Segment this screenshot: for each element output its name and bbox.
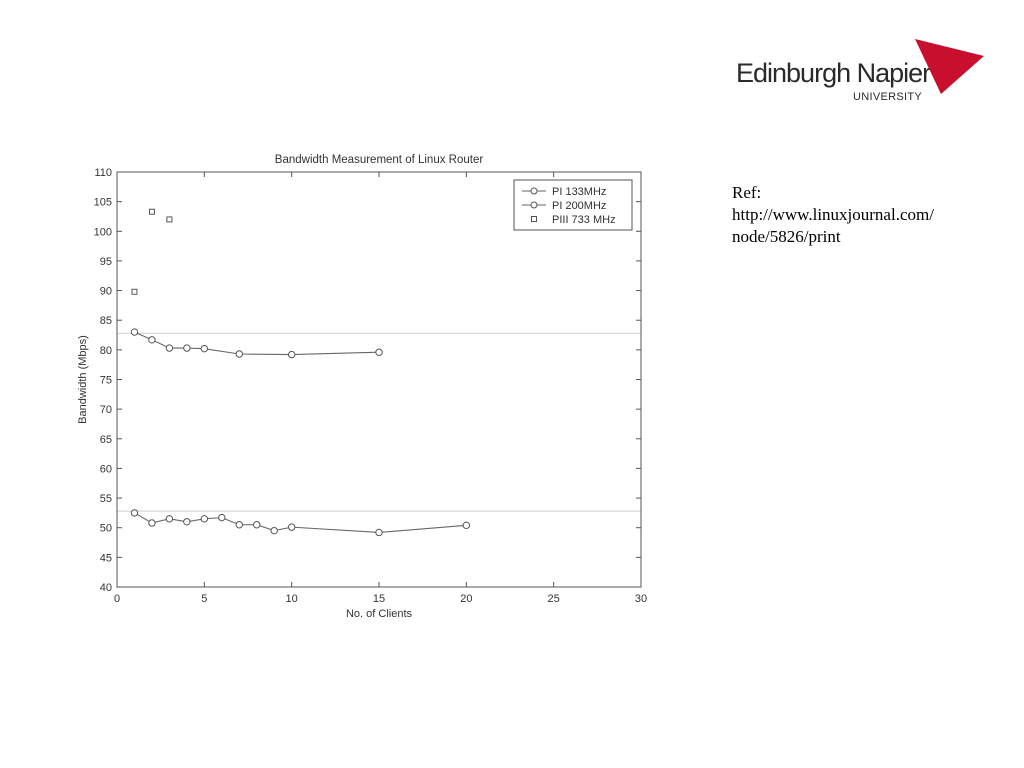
series-1-point xyxy=(130,328,139,336)
y-tick-label-75: 75 xyxy=(100,375,112,387)
series-0-point xyxy=(270,526,278,535)
y-tick-label-55: 55 xyxy=(100,493,112,505)
y-tick-label-40: 40 xyxy=(100,582,112,594)
x-tick-label-20: 20 xyxy=(460,593,472,605)
y-tick-label-45: 45 xyxy=(100,552,112,564)
logo-subtitle: UNIVERSITY xyxy=(853,91,923,103)
series-2-point xyxy=(166,216,173,223)
series-1-point xyxy=(183,344,191,352)
y-tick-label-70: 70 xyxy=(100,404,112,416)
bandwidth-chart: Bandwidth Measurement of Linux Router No.… xyxy=(77,154,647,620)
reference-url-line-1: http://www.linuxjournal.com/ xyxy=(732,205,934,225)
y-tick-label-80: 80 xyxy=(100,345,112,357)
university-logo: Edinburgh Napier UNIVERSITY xyxy=(736,36,988,106)
legend-marker-0 xyxy=(530,187,538,195)
x-tick-label-30: 30 xyxy=(635,593,647,605)
y-tick-label-85: 85 xyxy=(100,315,112,327)
series-0-point xyxy=(235,521,243,529)
chart-title: Bandwidth Measurement of Linux Router xyxy=(275,154,484,166)
legend-label-1: PI 200MHz xyxy=(552,200,606,212)
series-0-point xyxy=(287,523,296,531)
legend-label-0: PI 133MHz xyxy=(552,186,606,198)
series-1-point xyxy=(165,344,174,352)
x-tick-label-10: 10 xyxy=(286,593,298,605)
series-0-point xyxy=(183,518,191,526)
series-1-point xyxy=(235,350,243,358)
y-tick-label-60: 60 xyxy=(100,463,112,475)
series-2-point xyxy=(148,208,155,215)
series-1-point xyxy=(200,344,209,353)
logo-name: Edinburgh Napier xyxy=(736,58,931,88)
x-tick-label-25: 25 xyxy=(548,593,560,605)
y-tick-label-105: 105 xyxy=(94,197,112,209)
y-axis-label: Bandwidth (Mbps) xyxy=(77,335,89,424)
y-tick-label-65: 65 xyxy=(100,434,112,446)
series-0-point xyxy=(375,528,383,537)
y-tick-label-50: 50 xyxy=(100,523,112,535)
series-0-point xyxy=(165,515,174,523)
series-0-point xyxy=(200,515,209,523)
x-tick-label-0: 0 xyxy=(114,593,120,605)
x-tick-label-15: 15 xyxy=(373,593,385,605)
reference-label: Ref: xyxy=(732,183,762,202)
series-0-point xyxy=(218,513,226,522)
series-0-point xyxy=(130,509,139,517)
x-tick-label-5: 5 xyxy=(201,593,207,605)
y-tick-label-100: 100 xyxy=(94,226,112,238)
series-1-point xyxy=(375,348,383,356)
legend-marker-2 xyxy=(531,216,537,222)
legend-marker-1 xyxy=(530,201,538,209)
y-tick-label-95: 95 xyxy=(100,256,112,268)
series-0-point xyxy=(462,521,471,530)
series-2-point xyxy=(131,288,138,295)
x-axis-label: No. of Clients xyxy=(346,608,413,620)
y-tick-label-90: 90 xyxy=(100,286,112,298)
legend-label-2: PIII 733 MHz xyxy=(552,214,616,226)
series-1-point xyxy=(287,350,296,359)
plot-frame xyxy=(116,171,642,588)
reference-note: Ref: http://www.linuxjournal.com/ node/5… xyxy=(732,182,1002,248)
y-tick-label-110: 110 xyxy=(94,167,112,179)
series-0-point xyxy=(148,519,156,527)
reference-url-line-2: node/5826/print xyxy=(732,227,841,247)
logo-flag-icon xyxy=(915,39,984,94)
series-1-point xyxy=(148,336,156,344)
series-0-point xyxy=(253,521,261,529)
